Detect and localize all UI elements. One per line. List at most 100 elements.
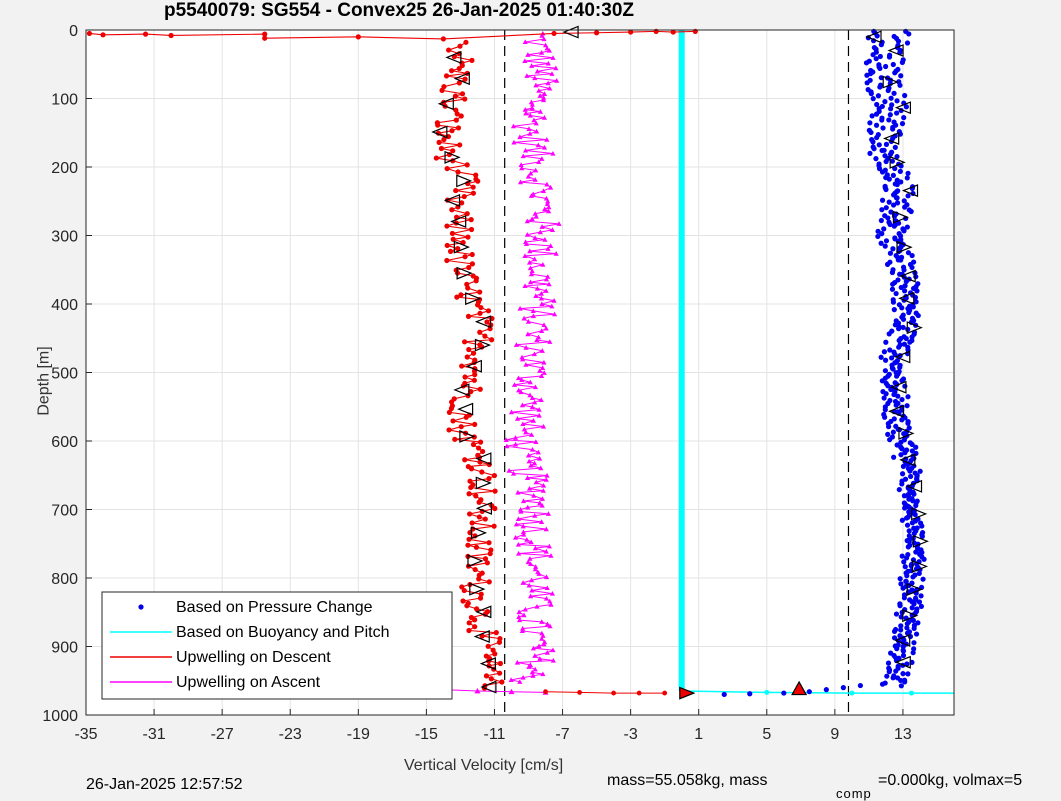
pressure-ascent-point xyxy=(906,31,912,37)
pressure-ascent-point xyxy=(883,141,890,147)
ascent-point xyxy=(512,435,519,440)
ascent-bottom-point xyxy=(508,688,515,695)
pressure-descent-point xyxy=(882,414,888,420)
ascent-point xyxy=(532,177,538,182)
ascent-point xyxy=(534,68,540,74)
ascent-point xyxy=(536,159,542,165)
pressure-ascent-point xyxy=(905,170,911,176)
ascent-point xyxy=(539,502,545,508)
pressure-ascent-point xyxy=(901,115,907,121)
chart-title: p5540079: SG554 - Convex25 26-Jan-2025 0… xyxy=(164,0,634,21)
pressure-descent-point xyxy=(899,481,905,487)
ascent-point xyxy=(542,206,548,212)
descent-point xyxy=(466,536,472,542)
pressure-descent-point xyxy=(897,576,903,582)
ascent-point xyxy=(540,671,546,677)
descent-triangle-marker xyxy=(445,50,462,64)
ascent-point xyxy=(551,298,557,303)
pressure-triangle-marker xyxy=(887,44,904,58)
ascent-point xyxy=(516,614,522,620)
ascent-point xyxy=(532,399,538,405)
descent-point xyxy=(454,294,460,300)
ascent-point xyxy=(527,279,534,285)
pressure-ascent-point xyxy=(905,544,911,550)
pressure-ascent-point xyxy=(899,396,905,403)
ascent-point xyxy=(548,602,554,607)
pressure-ascent-point xyxy=(892,222,898,228)
ascent-point xyxy=(539,156,545,161)
pressure-descent-point xyxy=(904,573,910,579)
descent-point xyxy=(465,234,471,240)
pressure-ascent-point xyxy=(910,617,916,623)
ascent-point xyxy=(519,402,526,408)
descent-point xyxy=(450,236,456,242)
ascent-point xyxy=(529,669,535,675)
descent-point xyxy=(464,162,470,168)
ascent-point xyxy=(544,621,551,627)
descent-triangle-marker xyxy=(453,72,470,86)
pressure-descent-point xyxy=(890,281,896,287)
ascent-point xyxy=(540,482,547,488)
ascent-point xyxy=(541,359,547,365)
pressure-surface-point xyxy=(781,690,787,696)
pressure-descent-point xyxy=(879,207,885,213)
ascent-point xyxy=(527,131,533,136)
descent-point xyxy=(462,374,468,380)
ascent-point xyxy=(528,271,535,277)
pressure-descent-point xyxy=(892,322,898,328)
pressure-descent-point xyxy=(867,120,873,126)
pressure-ascent-point xyxy=(908,563,914,569)
pressure-ascent-point xyxy=(901,198,907,204)
ascent-point xyxy=(537,656,543,661)
ascent-point xyxy=(536,407,542,412)
pressure-ascent-point xyxy=(906,538,912,544)
pressure-triangle-marker xyxy=(902,609,919,623)
ascent-point xyxy=(539,619,545,624)
y-tick-label: 500 xyxy=(51,366,78,383)
ascent-point xyxy=(527,248,533,254)
pressure-descent-point xyxy=(887,347,893,353)
ascent-point xyxy=(556,221,562,226)
pressure-ascent-point xyxy=(895,188,901,194)
pressure-descent-point xyxy=(878,217,884,224)
pressure-ascent-point xyxy=(904,661,910,667)
descent-point xyxy=(471,377,477,383)
descent-point xyxy=(477,310,483,316)
ascent-point xyxy=(526,664,532,669)
descent-point xyxy=(450,418,456,424)
pressure-ascent-point xyxy=(901,341,908,347)
descent-surface-point xyxy=(355,34,361,40)
ascent-point xyxy=(520,529,527,535)
pressure-triangle-marker xyxy=(882,75,899,89)
pressure-ascent-point xyxy=(899,446,905,452)
ascent-point xyxy=(521,315,527,321)
ascent-point xyxy=(524,232,530,237)
grid xyxy=(85,29,954,716)
descent-triangle-marker xyxy=(465,359,482,373)
ascent-point xyxy=(549,71,555,76)
ascent-point xyxy=(525,319,532,324)
descent-point xyxy=(476,499,482,505)
pressure-ascent-point xyxy=(916,599,923,605)
ascent-point xyxy=(510,470,517,476)
pressure-ascent-point xyxy=(910,650,916,656)
descent-point xyxy=(444,257,450,264)
ascent-point xyxy=(545,246,551,251)
ascent-point xyxy=(525,331,531,337)
descent-point xyxy=(493,630,499,636)
descent-point xyxy=(439,87,445,93)
pressure-ascent-point xyxy=(909,252,915,259)
ascent-point xyxy=(543,548,549,554)
ascent-point xyxy=(529,404,535,410)
descent-point xyxy=(492,505,498,512)
pressure-ascent-point xyxy=(891,213,898,219)
pressure-ascent-point xyxy=(910,304,916,310)
y-tick-label: 900 xyxy=(51,640,78,657)
descent-point xyxy=(486,540,492,546)
ascent-point xyxy=(531,117,537,123)
pressure-descent-point xyxy=(873,111,880,117)
pressure-descent-point xyxy=(878,240,884,246)
pressure-descent-point xyxy=(863,60,870,66)
pressure-descent-point xyxy=(879,378,885,384)
ascent-point xyxy=(541,36,547,42)
